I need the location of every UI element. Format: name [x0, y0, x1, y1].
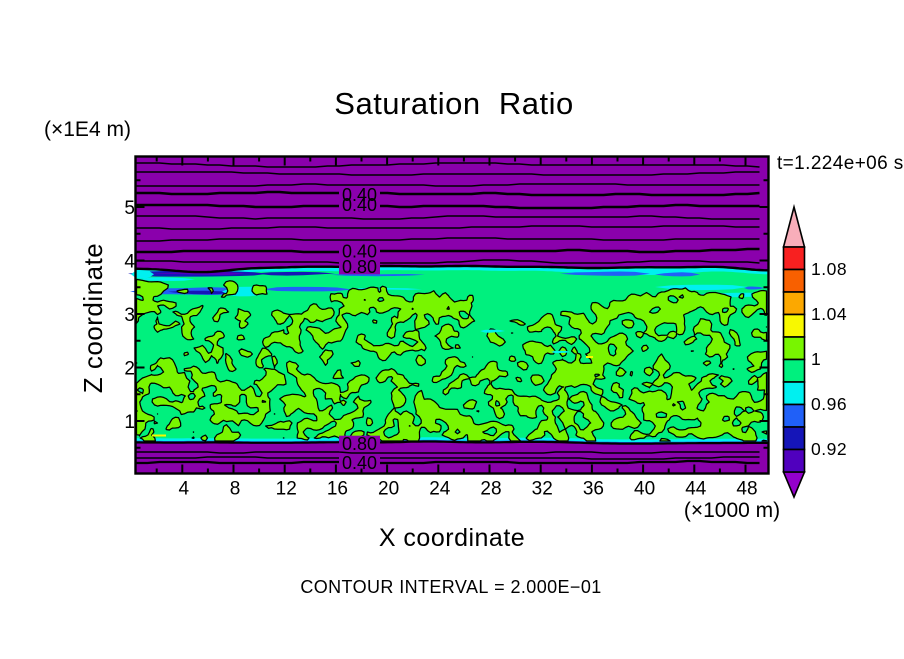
svg-text:3: 3 — [124, 305, 135, 326]
svg-text:CONTOUR INTERVAL = 2.000E−01: CONTOUR INTERVAL = 2.000E−01 — [300, 577, 601, 597]
svg-text:24: 24 — [429, 479, 451, 500]
svg-text:16: 16 — [327, 479, 348, 500]
svg-text:Saturation Ratio: Saturation Ratio — [334, 86, 573, 121]
svg-text:1.04: 1.04 — [811, 304, 847, 324]
svg-text:Z coordinate: Z coordinate — [78, 243, 108, 394]
svg-text:1: 1 — [811, 349, 821, 369]
svg-text:32: 32 — [532, 479, 553, 500]
svg-text:4: 4 — [179, 479, 190, 500]
svg-text:12: 12 — [276, 479, 297, 500]
svg-text:0.92: 0.92 — [811, 439, 847, 459]
svg-text:1.08: 1.08 — [811, 259, 847, 279]
svg-text:4: 4 — [124, 251, 135, 272]
svg-text:0.40: 0.40 — [342, 185, 377, 205]
svg-text:2: 2 — [124, 358, 135, 379]
svg-text:48: 48 — [736, 479, 757, 500]
svg-text:28: 28 — [480, 479, 501, 500]
svg-text:36: 36 — [583, 479, 604, 500]
svg-text:40: 40 — [634, 479, 655, 500]
svg-text:20: 20 — [378, 479, 399, 500]
svg-text:0.96: 0.96 — [811, 394, 847, 414]
svg-text:X coordinate: X coordinate — [379, 524, 525, 552]
svg-text:5: 5 — [124, 198, 135, 219]
svg-text:0.80: 0.80 — [342, 434, 377, 454]
svg-text:44: 44 — [685, 479, 707, 500]
svg-text:0.80: 0.80 — [342, 257, 377, 277]
svg-text:t=1.224e+06 s: t=1.224e+06 s — [777, 153, 904, 174]
svg-text:1: 1 — [124, 412, 135, 433]
svg-text:0.40: 0.40 — [342, 453, 377, 473]
svg-text:(×1E4 m): (×1E4 m) — [44, 118, 131, 141]
svg-text:8: 8 — [230, 479, 241, 500]
svg-text:0.40: 0.40 — [342, 241, 377, 261]
svg-text:(×1000 m): (×1000 m) — [684, 499, 780, 522]
svg-text:0.40: 0.40 — [342, 195, 377, 215]
